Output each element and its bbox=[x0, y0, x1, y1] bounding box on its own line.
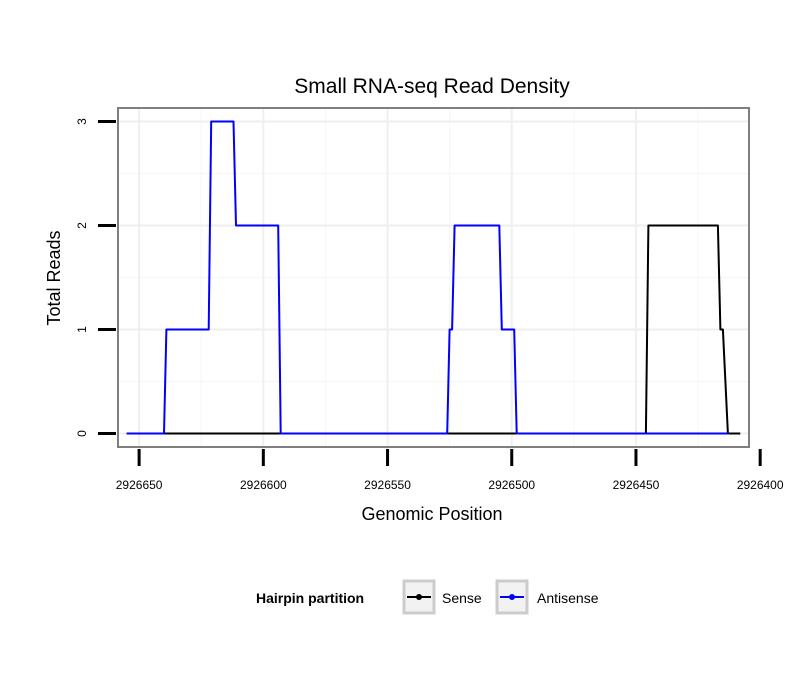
series-layer bbox=[126, 120, 741, 435]
legend-marker-sense bbox=[416, 594, 422, 600]
chart-title: Small RNA-seq Read Density bbox=[294, 75, 570, 98]
y-tick-label: 0 bbox=[75, 430, 89, 437]
legend-label-antisense: Antisense bbox=[537, 590, 599, 606]
x-tick-label: 2926600 bbox=[240, 478, 287, 492]
x-tick-label: 2926650 bbox=[116, 478, 163, 492]
x-tick-label: 2926400 bbox=[737, 478, 784, 492]
legend-label-sense: Sense bbox=[442, 590, 482, 606]
series-line-antisense bbox=[126, 120, 728, 435]
x-tick-label: 2926550 bbox=[364, 478, 411, 492]
y-tick-label: 3 bbox=[75, 118, 89, 125]
legend-marker-antisense bbox=[509, 594, 515, 600]
x-tick-label: 2926450 bbox=[613, 478, 660, 492]
x-tick-label: 2926500 bbox=[488, 478, 535, 492]
y-axis-label: Total Reads bbox=[44, 230, 64, 325]
legend: Hairpin partition Sense Antisense bbox=[256, 579, 599, 615]
x-axis: 2926650 2926600 2926550 2926500 2926450 29264… bbox=[116, 449, 784, 492]
y-axis: 0 1 2 3 bbox=[75, 118, 116, 437]
y-tick-label: 1 bbox=[75, 326, 89, 333]
legend-title: Hairpin partition bbox=[256, 590, 364, 606]
y-tick-label: 2 bbox=[75, 222, 89, 229]
plot-border bbox=[117, 107, 750, 448]
x-axis-label: Genomic Position bbox=[361, 504, 502, 524]
